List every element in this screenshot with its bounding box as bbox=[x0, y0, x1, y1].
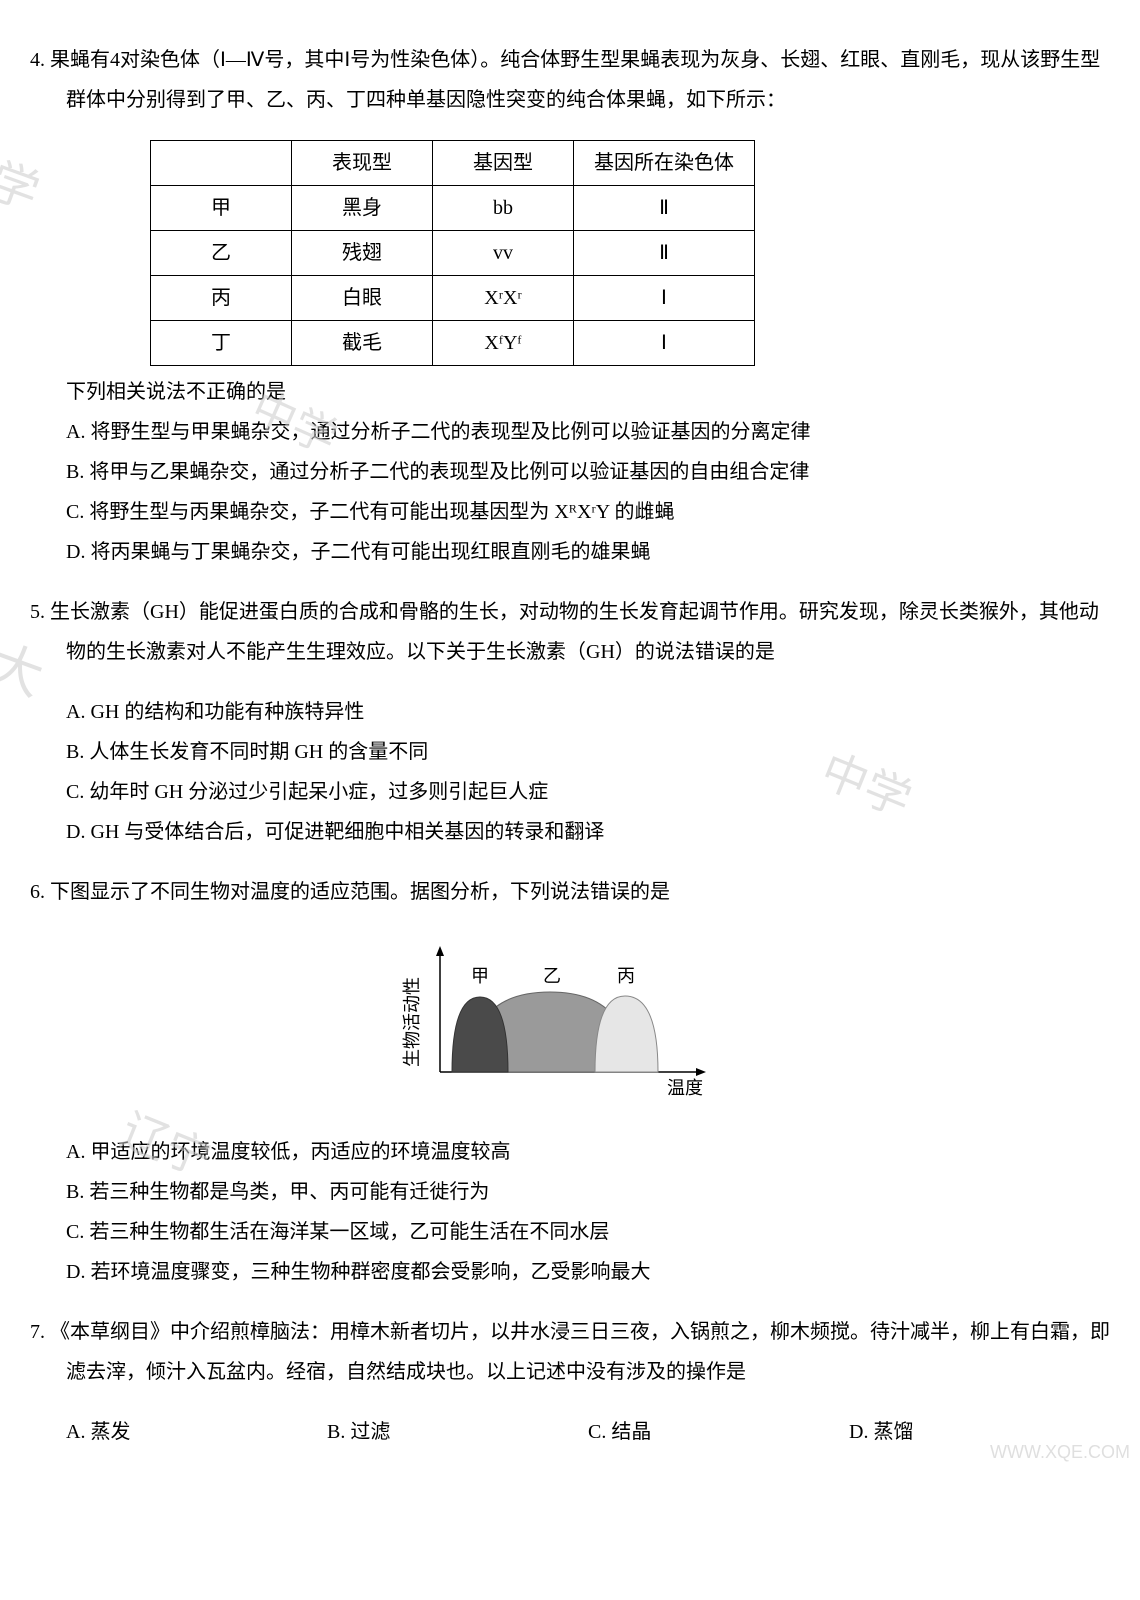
curve-label-yi: 乙 bbox=[543, 966, 561, 986]
question-text: 生长激素（GH）能促进蛋白质的合成和骨骼的生长，对动物的生长发育起调节作用。研究… bbox=[50, 601, 1099, 663]
genotype-table: 表现型 基因型 基因所在染色体 甲 黑身 bb Ⅱ 乙 残翅 vv Ⅱ 丙 白眼… bbox=[150, 140, 755, 366]
question-stem: 5. 生长激素（GH）能促进蛋白质的合成和骨骼的生长，对动物的生长发育起调节作用… bbox=[30, 592, 1110, 672]
table-cell: Ⅱ bbox=[574, 231, 755, 276]
question-number: 4. bbox=[30, 49, 45, 71]
table-cell: Ⅰ bbox=[574, 321, 755, 366]
curve-label-jia: 甲 bbox=[471, 966, 489, 986]
option-c: C. 幼年时 GH 分泌过少引起呆小症，过多则引起巨人症 bbox=[66, 772, 1110, 812]
table-cell: 截毛 bbox=[292, 321, 433, 366]
table-cell: 丁 bbox=[151, 321, 292, 366]
option-d: D. GH 与受体结合后，可促进靶细胞中相关基因的转录和翻译 bbox=[66, 812, 1110, 852]
temperature-chart: 生物活动性 甲 乙 丙 温度 bbox=[30, 932, 1110, 1126]
option-a: A. 蒸发 bbox=[66, 1412, 327, 1452]
table-cell: XᶠYᶠ bbox=[433, 321, 574, 366]
y-axis-arrow-icon bbox=[436, 946, 444, 956]
curve-label-bing: 丙 bbox=[617, 966, 635, 986]
x-axis-label: 温度 bbox=[667, 1078, 703, 1098]
question-number: 6. bbox=[30, 881, 45, 903]
question-number: 5. bbox=[30, 601, 45, 623]
table-cell: bb bbox=[433, 186, 574, 231]
option-c: C. 结晶 bbox=[588, 1412, 849, 1452]
option-a: A. 甲适应的环境温度较低，丙适应的环境温度较高 bbox=[66, 1132, 1110, 1172]
table-cell: 甲 bbox=[151, 186, 292, 231]
question-text: 下图显示了不同生物对温度的适应范围。据图分析，下列说法错误的是 bbox=[50, 881, 670, 903]
option-b: B. 过滤 bbox=[327, 1412, 588, 1452]
question-stem: 4. 果蝇有4对染色体（Ⅰ—Ⅳ号，其中Ⅰ号为性染色体）。纯合体野生型果蝇表现为灰… bbox=[30, 40, 1110, 120]
table-cell: 残翅 bbox=[292, 231, 433, 276]
question-text: 果蝇有4对染色体（Ⅰ—Ⅳ号，其中Ⅰ号为性染色体）。纯合体野生型果蝇表现为灰身、长… bbox=[50, 49, 1100, 111]
table-header: 基因所在染色体 bbox=[574, 141, 755, 186]
table-cell: XʳXʳ bbox=[433, 276, 574, 321]
table-cell: vv bbox=[433, 231, 574, 276]
option-b: B. 将甲与乙果蝇杂交，通过分析子二代的表现型及比例可以验证基因的自由组合定律 bbox=[66, 452, 1110, 492]
question-prompt: 下列相关说法不正确的是 bbox=[66, 372, 1110, 412]
table-cell: Ⅰ bbox=[574, 276, 755, 321]
question-number: 7. bbox=[30, 1321, 45, 1343]
question-7: 7. 《本草纲目》中介绍煎樟脑法：用樟木新者切片，以井水浸三日三夜，入锅煎之，柳… bbox=[30, 1312, 1110, 1452]
option-d: D. 蒸馏 bbox=[849, 1412, 1110, 1452]
table-header: 表现型 bbox=[292, 141, 433, 186]
question-5: 5. 生长激素（GH）能促进蛋白质的合成和骨骼的生长，对动物的生长发育起调节作用… bbox=[30, 592, 1110, 852]
question-4: 4. 果蝇有4对染色体（Ⅰ—Ⅳ号，其中Ⅰ号为性染色体）。纯合体野生型果蝇表现为灰… bbox=[30, 40, 1110, 572]
table-header bbox=[151, 141, 292, 186]
inline-options: A. 蒸发 B. 过滤 C. 结晶 D. 蒸馏 bbox=[30, 1412, 1110, 1452]
option-a: A. 将野生型与甲果蝇杂交，通过分析子二代的表现型及比例可以验证基因的分离定律 bbox=[66, 412, 1110, 452]
table-header-row: 表现型 基因型 基因所在染色体 bbox=[151, 141, 755, 186]
option-b: B. 若三种生物都是鸟类，甲、丙可能有迁徙行为 bbox=[66, 1172, 1110, 1212]
question-stem: 6. 下图显示了不同生物对温度的适应范围。据图分析，下列说法错误的是 bbox=[30, 872, 1110, 912]
option-d: D. 若环境温度骤变，三种生物种群密度都会受影响，乙受影响最大 bbox=[66, 1252, 1110, 1292]
table-cell: Ⅱ bbox=[574, 186, 755, 231]
table-cell: 丙 bbox=[151, 276, 292, 321]
question-6: 6. 下图显示了不同生物对温度的适应范围。据图分析，下列说法错误的是 生物活动性… bbox=[30, 872, 1110, 1292]
table-cell: 黑身 bbox=[292, 186, 433, 231]
table-row: 丙 白眼 XʳXʳ Ⅰ bbox=[151, 276, 755, 321]
question-stem: 7. 《本草纲目》中介绍煎樟脑法：用樟木新者切片，以井水浸三日三夜，入锅煎之，柳… bbox=[30, 1312, 1110, 1392]
question-text: 《本草纲目》中介绍煎樟脑法：用樟木新者切片，以井水浸三日三夜，入锅煎之，柳木频搅… bbox=[50, 1321, 1110, 1383]
option-b: B. 人体生长发育不同时期 GH 的含量不同 bbox=[66, 732, 1110, 772]
x-axis-arrow-icon bbox=[696, 1068, 706, 1076]
option-a: A. GH 的结构和功能有种族特异性 bbox=[66, 692, 1110, 732]
table-header: 基因型 bbox=[433, 141, 574, 186]
table-row: 乙 残翅 vv Ⅱ bbox=[151, 231, 755, 276]
table-cell: 乙 bbox=[151, 231, 292, 276]
option-c: C. 若三种生物都生活在海洋某一区域，乙可能生活在不同水层 bbox=[66, 1212, 1110, 1252]
y-axis-label: 生物活动性 bbox=[402, 977, 422, 1067]
table-row: 丁 截毛 XᶠYᶠ Ⅰ bbox=[151, 321, 755, 366]
table-row: 甲 黑身 bb Ⅱ bbox=[151, 186, 755, 231]
chart-svg: 生物活动性 甲 乙 丙 温度 bbox=[400, 932, 740, 1112]
table-cell: 白眼 bbox=[292, 276, 433, 321]
option-d: D. 将丙果蝇与丁果蝇杂交，子二代有可能出现红眼直刚毛的雄果蝇 bbox=[66, 532, 1110, 572]
option-c: C. 将野生型与丙果蝇杂交，子二代有可能出现基因型为 XᴿXʳY 的雌蝇 bbox=[66, 492, 1110, 532]
